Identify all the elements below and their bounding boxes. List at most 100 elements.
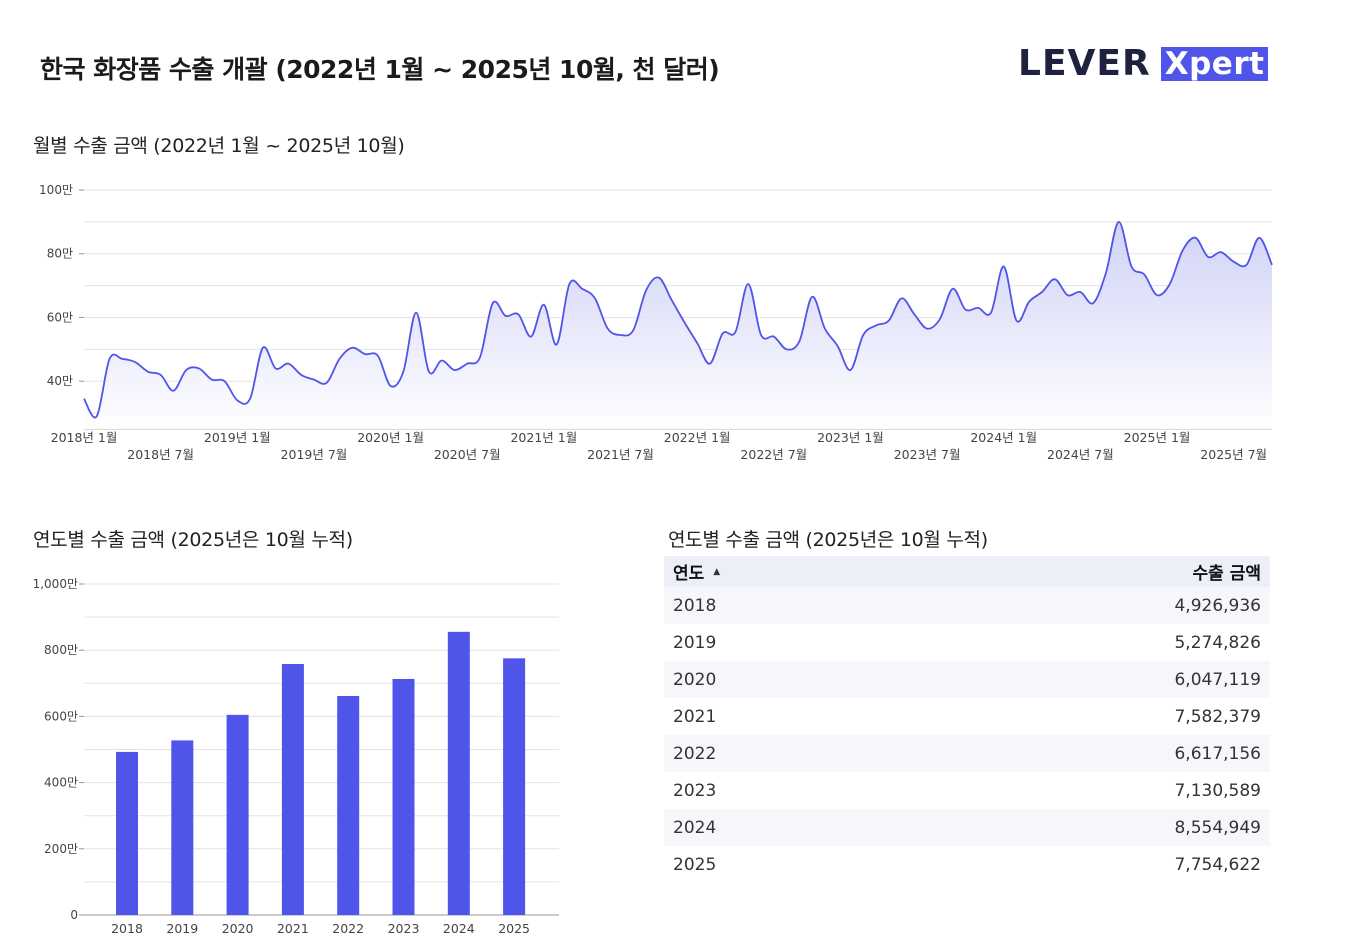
data-point <box>1054 278 1056 280</box>
data-point <box>568 283 570 285</box>
data-point <box>1156 294 1158 296</box>
data-point <box>1169 283 1171 285</box>
bar <box>226 714 249 915</box>
data-point <box>262 347 264 349</box>
x-tick-label: 2024년 1월 <box>970 430 1037 445</box>
data-point <box>415 311 417 313</box>
data-point <box>734 331 736 333</box>
data-point <box>1105 272 1107 274</box>
data-point <box>1181 249 1183 251</box>
data-point <box>990 311 992 313</box>
amount-cell: 8,554,949 <box>1174 817 1261 838</box>
table-row: 2020 6,047,119 <box>664 661 1270 698</box>
table-row: 2021 7,582,379 <box>664 698 1270 735</box>
x-tick-label: 2018년 1월 <box>51 430 118 445</box>
year-column-label: 연도 <box>673 564 705 584</box>
data-point <box>300 374 302 376</box>
data-point <box>440 359 442 361</box>
data-point <box>543 304 545 306</box>
data-point <box>888 319 890 321</box>
y-tick-label: 100만 <box>39 183 73 197</box>
y-tick-label: 200만 <box>44 842 78 856</box>
bar <box>392 678 415 915</box>
data-point <box>581 288 583 290</box>
data-point <box>96 415 98 417</box>
data-point <box>658 276 660 278</box>
data-point <box>594 297 596 299</box>
data-point <box>1092 302 1094 304</box>
data-point <box>607 327 609 329</box>
table-row: 2023 7,130,589 <box>664 772 1270 809</box>
data-point <box>760 334 762 336</box>
year-cell: 2019 <box>673 632 717 653</box>
year-cell: 2021 <box>673 706 717 727</box>
y-tick-label: 800만 <box>44 643 78 657</box>
data-point <box>939 318 941 320</box>
x-tick-label: 2021년 7월 <box>587 447 654 462</box>
data-point <box>785 348 787 350</box>
amount-cell: 6,617,156 <box>1174 743 1261 764</box>
data-point <box>211 378 213 380</box>
year-cell: 2025 <box>673 854 717 875</box>
page-title: 한국 화장품 수출 개괄 (2022년 1월 ~ 2025년 10월, 천 달러… <box>40 55 720 84</box>
amount-cell: 7,754,622 <box>1174 854 1261 875</box>
table-row: 2018 4,926,936 <box>664 587 1270 624</box>
amount-column-header[interactable]: 수출 금액 <box>1192 564 1261 584</box>
data-point <box>645 289 647 291</box>
data-point <box>108 358 110 360</box>
data-point <box>670 299 672 301</box>
data-point <box>504 315 506 317</box>
data-point <box>1245 264 1247 266</box>
data-point <box>1079 291 1081 293</box>
data-point <box>555 343 557 345</box>
amount-cell: 5,274,826 <box>1174 632 1261 653</box>
y-tick-label: 80만 <box>47 247 73 261</box>
logo-lever-word: LEVER <box>1018 43 1151 84</box>
data-point <box>377 355 379 357</box>
data-point <box>1271 264 1273 266</box>
x-tick-label: 2018년 7월 <box>127 447 194 462</box>
data-point <box>926 327 928 329</box>
data-point <box>492 302 494 304</box>
table-body: 2018 4,926,936 2019 5,274,826 2020 6,047,119 2… <box>664 587 1270 883</box>
data-point <box>747 283 749 285</box>
data-point <box>172 390 174 392</box>
x-tick-label: 2019 <box>166 921 198 936</box>
data-point <box>1130 265 1132 267</box>
data-point <box>1194 237 1196 239</box>
table-row: 2022 6,617,156 <box>664 735 1270 772</box>
data-point <box>811 296 813 298</box>
data-point <box>1258 237 1260 239</box>
data-point <box>236 399 238 401</box>
data-point <box>1003 265 1005 267</box>
bar <box>116 751 138 915</box>
year-cell: 2020 <box>673 669 717 690</box>
amount-cell: 6,047,119 <box>1174 669 1261 690</box>
data-point <box>1015 319 1017 321</box>
data-point <box>147 370 149 372</box>
data-point <box>824 327 826 329</box>
amount-cell: 7,582,379 <box>1174 706 1261 727</box>
bar <box>503 658 526 915</box>
line-chart-title: 월별 수출 금액 (2022년 1월 ~ 2025년 10월) <box>33 135 405 157</box>
data-point <box>1118 221 1120 223</box>
table-row: 2019 5,274,826 <box>664 624 1270 661</box>
data-point <box>709 362 711 364</box>
data-point <box>619 334 621 336</box>
x-tick-label: 2025 <box>498 921 530 936</box>
data-point <box>722 332 724 334</box>
year-column-header[interactable]: 연도 ▲ <box>673 559 720 584</box>
x-tick-label: 2022년 1월 <box>664 430 731 445</box>
data-point <box>1220 251 1222 253</box>
bar <box>281 664 304 915</box>
data-point <box>428 370 430 372</box>
year-cell: 2023 <box>673 780 717 801</box>
y-tick-label: 400만 <box>44 776 78 790</box>
year-cell: 2018 <box>673 595 717 616</box>
data-point <box>517 313 519 315</box>
data-point <box>964 308 966 310</box>
data-point <box>773 335 775 337</box>
lever-xpert-logo: LEVER Xpert <box>1018 43 1269 84</box>
x-tick-label: 2024년 7월 <box>1047 447 1114 462</box>
data-point <box>364 353 366 355</box>
